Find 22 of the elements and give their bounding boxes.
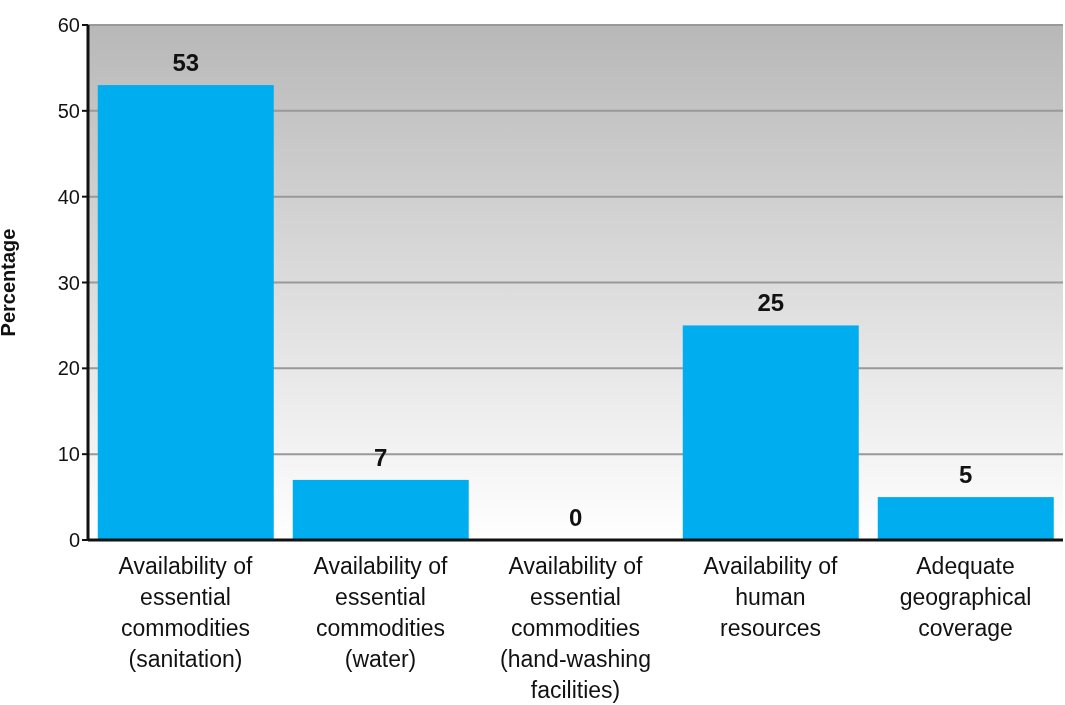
y-tick-label: 0 — [68, 529, 80, 552]
bar — [97, 85, 274, 540]
x-tick-label: Availability of essential commodities (water) — [313, 553, 449, 672]
data-label: 0 — [569, 504, 583, 531]
data-label: 25 — [757, 289, 785, 317]
x-tick-label: Availability of human resources — [703, 553, 839, 641]
y-tick-label: 60 — [57, 14, 80, 37]
y-tick-label: 30 — [57, 271, 80, 294]
y-tick-label: 10 — [57, 443, 80, 466]
y-axis-title: Percentage — [0, 228, 20, 337]
x-tick-label: Availability of essential commodities (hand-washing facilities) — [500, 553, 651, 703]
bar — [877, 497, 1054, 540]
data-label: 53 — [172, 49, 200, 77]
x-tick-label: Availability of essential commodities (sanitation) — [118, 553, 254, 672]
bar — [682, 325, 859, 540]
bar — [292, 479, 469, 540]
y-tick-label: 20 — [57, 357, 80, 380]
data-label: 7 — [374, 443, 388, 471]
x-tick-label: Adequate geographical coverage — [899, 553, 1032, 641]
data-label: 5 — [959, 461, 973, 489]
y-tick-label: 50 — [57, 99, 80, 122]
y-tick-label: 40 — [57, 185, 80, 208]
